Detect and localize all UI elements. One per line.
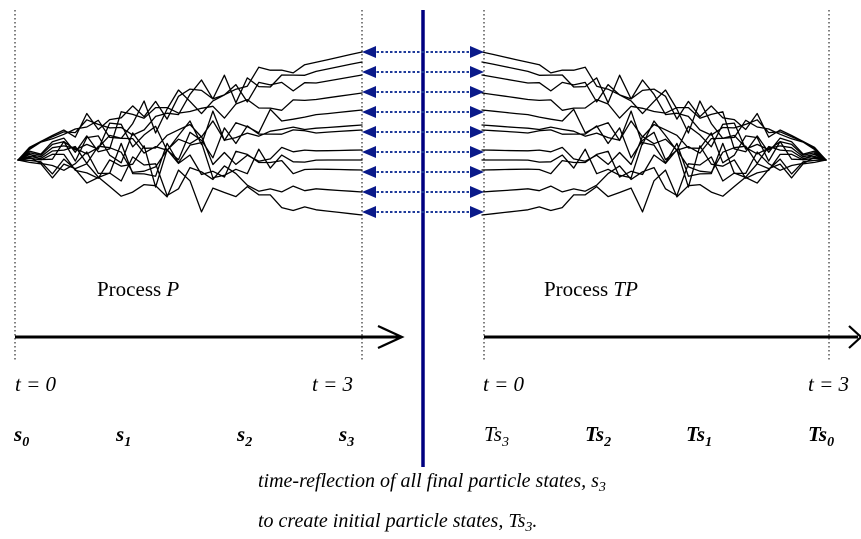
left-process-trajectories bbox=[17, 51, 363, 216]
state-s0: s0 bbox=[13, 422, 29, 450]
trajectory-path bbox=[481, 125, 827, 161]
left-time-end-label: t = 3 bbox=[312, 372, 353, 396]
trajectory-path bbox=[17, 156, 363, 197]
reflection-link-left-arrowhead bbox=[362, 146, 376, 158]
reflection-link-left-arrowhead bbox=[362, 186, 376, 198]
right-time-start-label: t = 0 bbox=[483, 372, 525, 396]
caption-line-2: to create initial particle states, Ts3. bbox=[258, 510, 537, 535]
trajectory-path bbox=[17, 108, 363, 161]
process-tp-label: Process TP bbox=[544, 277, 638, 301]
left-time-start-label: t = 0 bbox=[15, 372, 57, 396]
reflection-link-right-arrowhead bbox=[470, 66, 484, 78]
trajectory-path bbox=[481, 92, 827, 161]
reflection-link-right-arrowhead bbox=[470, 186, 484, 198]
right-time-axis bbox=[484, 325, 861, 349]
trajectory-path bbox=[481, 156, 827, 197]
reflection-link-left-arrowhead bbox=[362, 106, 376, 118]
state-ts0: Ts0 bbox=[808, 422, 834, 450]
state-s3: s3 bbox=[338, 422, 354, 450]
state-s1: s1 bbox=[115, 422, 131, 450]
reflection-link-right-arrowhead bbox=[470, 46, 484, 58]
reflection-links bbox=[362, 46, 484, 218]
trajectory-path bbox=[481, 159, 827, 216]
trajectory-path bbox=[481, 145, 827, 188]
trajectory-path bbox=[17, 125, 363, 161]
process-p-label: Process P bbox=[97, 277, 179, 301]
trajectory-path bbox=[481, 141, 827, 179]
reflection-link-right-arrowhead bbox=[470, 166, 484, 178]
trajectory-path bbox=[17, 159, 363, 216]
reflection-link-left-arrowhead bbox=[362, 166, 376, 178]
trajectory-path bbox=[17, 61, 363, 161]
trajectory-path bbox=[481, 74, 827, 161]
state-ts3: Ts3 bbox=[484, 422, 509, 450]
trajectory-path bbox=[17, 92, 363, 161]
trajectory-path bbox=[481, 135, 827, 174]
reflection-link-left-arrowhead bbox=[362, 86, 376, 98]
right-process-trajectories bbox=[481, 51, 827, 216]
trajectory-path bbox=[481, 51, 827, 161]
trajectory-path bbox=[17, 51, 363, 161]
reflection-link-right-arrowhead bbox=[470, 146, 484, 158]
state-ts1: Ts1 bbox=[686, 422, 712, 450]
caption-line-1: time-reflection of all final particle st… bbox=[258, 470, 606, 495]
reflection-link-right-arrowhead bbox=[470, 206, 484, 218]
trajectory-path bbox=[481, 120, 827, 164]
right-time-end-label: t = 3 bbox=[808, 372, 849, 396]
trajectory-path bbox=[481, 108, 827, 161]
reflection-link-left-arrowhead bbox=[362, 126, 376, 138]
trajectory-path bbox=[17, 74, 363, 161]
state-ts2: Ts2 bbox=[585, 422, 611, 450]
trajectory-path bbox=[17, 145, 363, 188]
reflection-link-right-arrowhead bbox=[470, 86, 484, 98]
trajectory-path bbox=[481, 61, 827, 161]
state-s2: s2 bbox=[236, 422, 252, 450]
reflection-link-right-arrowhead bbox=[470, 106, 484, 118]
reflection-link-left-arrowhead bbox=[362, 46, 376, 58]
trajectory-path bbox=[17, 135, 363, 174]
reflection-link-right-arrowhead bbox=[470, 126, 484, 138]
left-time-axis bbox=[15, 325, 405, 349]
trajectory-path bbox=[17, 120, 363, 164]
reflection-link-left-arrowhead bbox=[362, 66, 376, 78]
trajectory-path bbox=[17, 141, 363, 179]
reflection-link-left-arrowhead bbox=[362, 206, 376, 218]
